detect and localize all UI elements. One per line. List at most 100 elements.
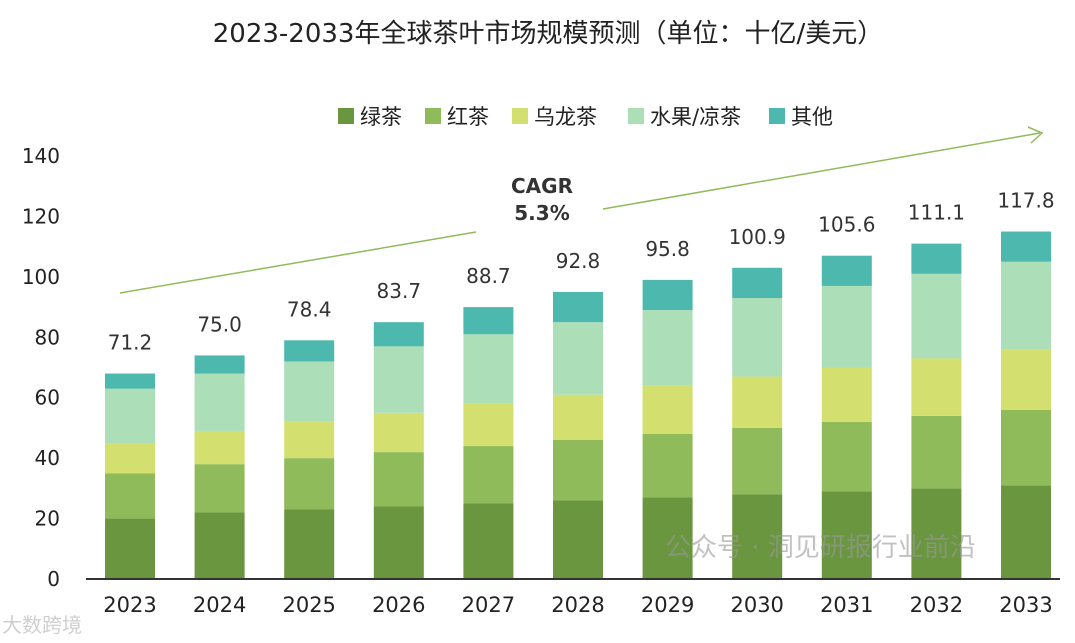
bar-segment: [821, 491, 872, 579]
bar-segment: [284, 361, 335, 422]
x-tick-label: 2026: [372, 593, 425, 617]
total-label: 78.4: [287, 297, 332, 321]
legend-swatch: [628, 108, 644, 124]
bar-segment: [911, 488, 962, 579]
bars: 71.2 75.0 78.4 83.7 88.7 92.8 95.8 100.9 105.6 11…: [105, 189, 1055, 579]
y-tick-label: 80: [35, 325, 60, 349]
bar-segment: [194, 355, 245, 374]
y-tick-label: 120: [22, 204, 60, 228]
x-tick-label: 2027: [462, 593, 515, 617]
corner-watermark: 大数跨境: [2, 613, 82, 637]
y-tick-label: 100: [22, 265, 60, 289]
bar-segment: [911, 358, 962, 416]
bar-segment: [1001, 349, 1051, 410]
bar-segment: [105, 373, 155, 389]
bar-segment: [821, 255, 872, 286]
bar-segment: [373, 506, 424, 579]
total-label: 92.8: [556, 249, 601, 273]
total-label: 83.7: [377, 279, 422, 303]
legend-swatch: [512, 108, 528, 124]
legend-swatch: [338, 108, 354, 124]
bar-segment: [821, 285, 872, 368]
bar-segment: [1001, 261, 1051, 350]
bar-segment: [1001, 409, 1051, 486]
total-label: 95.8: [645, 237, 690, 261]
bar-segment: [911, 243, 962, 274]
bar-segment: [732, 298, 783, 377]
bar-segment: [373, 346, 424, 413]
legend-label: 水果/凉茶: [650, 105, 741, 129]
bar-segment: [642, 433, 693, 498]
bar-segment: [732, 427, 783, 495]
bar-segment: [553, 291, 603, 323]
x-tick-label: 2023: [103, 593, 156, 617]
bar-segment: [284, 458, 335, 510]
bar-segment: [463, 403, 514, 447]
x-tick-label: 2032: [910, 593, 963, 617]
bar-segment: [194, 512, 245, 579]
bar-segment: [105, 443, 155, 474]
bar-segment: [194, 373, 245, 431]
legend-label: 绿茶: [360, 105, 402, 129]
bar-segment: [463, 307, 514, 335]
bar-segment: [642, 497, 693, 579]
bar-segment: [732, 494, 783, 579]
wechat-watermark: 公众号 · 洞见研报行业前沿: [665, 533, 976, 563]
bar-segment: [284, 340, 335, 362]
y-axis: 0 20 40 60 80 100 120 140: [22, 144, 60, 591]
bar-segment: [194, 430, 245, 465]
bar-segment: [732, 376, 783, 428]
x-axis: 2023 2024 2025 2026 2027 2028 2029 2030 2031 2032…: [103, 593, 1052, 617]
cagr-value: 5.3%: [514, 201, 569, 225]
bar-segment: [373, 452, 424, 507]
bar-segment: [553, 322, 603, 395]
y-tick-label: 20: [35, 507, 60, 531]
x-tick-label: 2029: [641, 593, 694, 617]
bar-segment: [194, 464, 245, 513]
y-tick-label: 40: [35, 446, 60, 470]
y-tick-label: 140: [22, 144, 60, 168]
legend-swatch: [769, 108, 785, 124]
bar-segment: [463, 334, 514, 404]
total-label: 111.1: [908, 201, 965, 225]
total-label: 71.2: [108, 331, 153, 355]
bar-segment: [553, 394, 603, 441]
x-tick-label: 2024: [193, 593, 246, 617]
bar-segment: [553, 440, 603, 501]
legend-label: 其他: [791, 105, 833, 129]
bar-segment: [1001, 231, 1051, 262]
bar-segment: [732, 267, 783, 299]
bar-segment: [911, 273, 962, 359]
bar-segment: [284, 509, 335, 579]
chart-title: 2023-2033年全球茶叶市场规模预测（单位：十亿/美元）: [213, 19, 883, 49]
bar-segment: [821, 421, 872, 492]
bar-segment: [553, 500, 603, 579]
bar-segment: [373, 412, 424, 453]
bar-segment: [105, 388, 155, 444]
total-label: 105.6: [818, 213, 875, 237]
legend-label: 乌龙茶: [534, 105, 597, 129]
x-tick-label: 2031: [820, 593, 873, 617]
bar-segment: [821, 367, 872, 422]
x-tick-label: 2028: [551, 593, 604, 617]
bar-segment: [911, 415, 962, 489]
bar-segment: [642, 385, 693, 434]
legend-swatch: [425, 108, 441, 124]
x-tick-label: 2033: [999, 593, 1052, 617]
bar-segment: [105, 518, 155, 579]
x-tick-label: 2030: [730, 593, 783, 617]
y-tick-label: 60: [35, 386, 60, 410]
total-label: 75.0: [197, 312, 242, 336]
cagr-arrow: [119, 126, 1044, 294]
legend-label: 红茶: [447, 105, 489, 129]
bar-segment: [463, 503, 514, 579]
bar-segment: [284, 421, 335, 459]
bar-segment: [463, 446, 514, 504]
bar-segment: [1001, 485, 1051, 579]
x-tick-label: 2025: [282, 593, 335, 617]
total-label: 117.8: [997, 189, 1054, 213]
bar-segment: [642, 279, 693, 311]
bar-segment: [373, 322, 424, 347]
legend: 绿茶 红茶 乌龙茶 水果/凉茶 其他: [338, 105, 833, 129]
